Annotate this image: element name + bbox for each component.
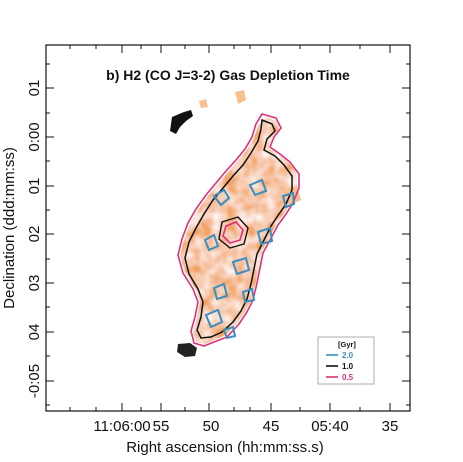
contour-1.0-hole bbox=[218, 216, 249, 249]
legend: [Gyr] 2.0 1.0 0.5 bbox=[317, 336, 375, 385]
y-tick-label: 03 bbox=[26, 275, 43, 292]
map-knot-south bbox=[177, 343, 197, 357]
tick-marks bbox=[46, 45, 410, 411]
contour-0.5-inner bbox=[222, 221, 244, 244]
x-tick-label: 05:40 bbox=[311, 418, 349, 435]
y-tick-label: 0:00 bbox=[26, 122, 43, 151]
legend-label-2.0: 2.0 bbox=[342, 351, 354, 360]
x-tick-label: 11:06:00 bbox=[93, 418, 150, 435]
x-tick-label: 55 bbox=[153, 418, 170, 435]
legend-label-0.5: 0.5 bbox=[342, 373, 354, 382]
y-axis-title: Declination (ddd:mm:ss) bbox=[1, 147, 18, 309]
x-tick-label: 50 bbox=[203, 418, 220, 435]
y-tick-labels: 01 0:00 01 02 03 04 -0:05 bbox=[26, 80, 43, 398]
legend-label-1.0: 1.0 bbox=[342, 362, 354, 371]
y-tick-label: 04 bbox=[26, 324, 43, 341]
y-tick-label: 01 bbox=[26, 80, 43, 97]
legend-box bbox=[317, 336, 375, 385]
x-tick-label: 45 bbox=[263, 418, 280, 435]
x-tick-label: 35 bbox=[382, 418, 399, 435]
map-knot-north bbox=[170, 110, 193, 134]
axes-box bbox=[45, 44, 411, 412]
legend-title: [Gyr] bbox=[338, 340, 356, 349]
y-tick-label: -0:05 bbox=[26, 364, 43, 398]
contour-2.0 bbox=[203, 178, 296, 340]
chart-title: b) H2 (CO J=3-2) Gas Depletion Time bbox=[106, 67, 350, 83]
y-tick-label: 02 bbox=[26, 226, 43, 243]
contour-0.5 bbox=[177, 113, 300, 347]
x-tick-labels: 11:06:00 55 50 45 05:40 35 bbox=[93, 418, 398, 435]
y-tick-label: 01 bbox=[26, 178, 43, 195]
map-body bbox=[180, 117, 297, 344]
x-axis-title: Right ascension (hh:mm:ss.s) bbox=[126, 439, 324, 456]
depletion-map bbox=[170, 90, 301, 357]
